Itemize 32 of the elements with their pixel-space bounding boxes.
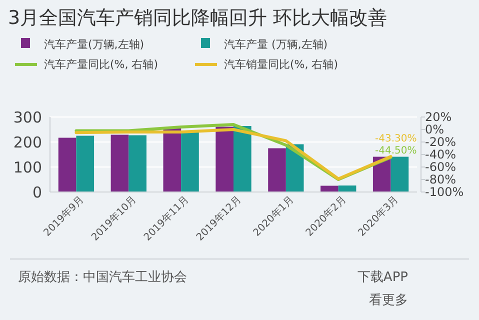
legend-label: 汽车产量(万辆,左轴)	[44, 38, 144, 51]
y2-tick-label: 20%	[425, 110, 452, 124]
bar	[76, 136, 94, 192]
bar	[181, 132, 199, 192]
bar	[234, 126, 252, 192]
y2-tick-label: -40%	[425, 148, 456, 162]
bar	[58, 138, 76, 192]
bar	[128, 135, 146, 192]
bar	[268, 148, 286, 192]
bar	[216, 126, 234, 192]
bar	[390, 156, 409, 192]
bar	[110, 134, 129, 192]
bar	[338, 186, 356, 192]
legend-label: 汽车产量同比(%, 右轴)	[44, 58, 158, 71]
bar	[163, 128, 182, 192]
y-tick-label: 0	[32, 183, 42, 202]
data-label: -43.30%	[375, 134, 417, 145]
y2-tick-label: 0%	[425, 122, 444, 137]
legend-label: 汽车销量同比(%, 右轴)	[224, 58, 338, 71]
text: 看更多	[369, 293, 408, 308]
chart-title: 3月全国汽车产销同比降幅回升 环比大幅改善	[8, 7, 388, 29]
y-tick-label: 300	[13, 108, 42, 126]
y2-tick-label: -80%	[425, 172, 456, 187]
data-label: -44.50%	[375, 145, 417, 156]
text: 下载APP	[357, 270, 408, 285]
y2-tick-label: -60%	[425, 160, 456, 174]
y2-tick-label: -100%	[425, 185, 464, 200]
y-tick-label: 200	[13, 133, 42, 152]
legend-label: 汽车产量 (万辆,左轴)	[224, 38, 328, 51]
y-tick-label: 100	[13, 158, 42, 176]
y2-tick-label: -20%	[425, 135, 456, 150]
text: 原始数据：中国汽车工业协会	[18, 270, 187, 285]
